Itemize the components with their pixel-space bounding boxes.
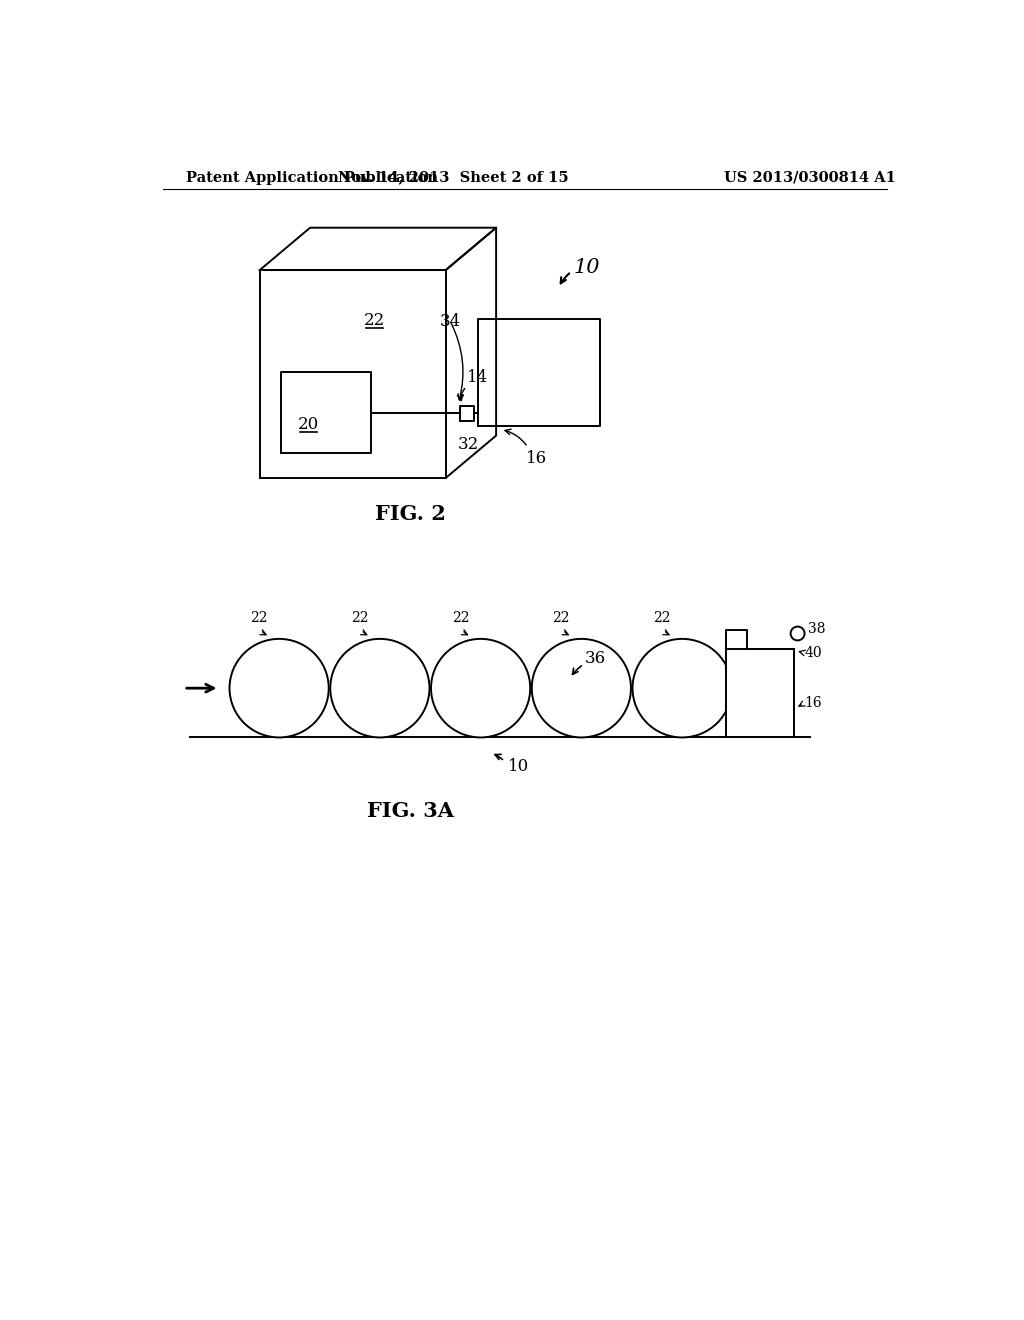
Text: 36: 36	[586, 651, 606, 668]
Circle shape	[229, 639, 329, 738]
Text: 34: 34	[439, 313, 461, 330]
Circle shape	[791, 627, 805, 640]
Text: 22: 22	[250, 611, 267, 626]
Circle shape	[431, 639, 530, 738]
Text: 22: 22	[364, 312, 385, 329]
Text: US 2013/0300814 A1: US 2013/0300814 A1	[724, 170, 896, 185]
Text: 16: 16	[526, 450, 548, 467]
Text: 22: 22	[452, 611, 469, 626]
Circle shape	[531, 639, 631, 738]
Text: 10: 10	[508, 758, 529, 775]
Text: 22: 22	[653, 611, 671, 626]
FancyBboxPatch shape	[726, 649, 794, 738]
Text: Patent Application Publication: Patent Application Publication	[186, 170, 438, 185]
Text: 14: 14	[467, 368, 487, 385]
Text: 38: 38	[809, 622, 826, 636]
Text: Nov. 14, 2013  Sheet 2 of 15: Nov. 14, 2013 Sheet 2 of 15	[338, 170, 568, 185]
Text: 22: 22	[553, 611, 570, 626]
Text: FIG. 3A: FIG. 3A	[368, 801, 455, 821]
Circle shape	[633, 639, 732, 738]
Text: 16: 16	[805, 696, 822, 710]
Text: 10: 10	[573, 259, 600, 277]
Text: FIG. 2: FIG. 2	[376, 504, 446, 524]
Text: 22: 22	[351, 611, 369, 626]
Text: 20: 20	[298, 416, 319, 433]
Circle shape	[331, 639, 429, 738]
Text: 32: 32	[458, 437, 479, 453]
Text: 40: 40	[805, 645, 822, 660]
